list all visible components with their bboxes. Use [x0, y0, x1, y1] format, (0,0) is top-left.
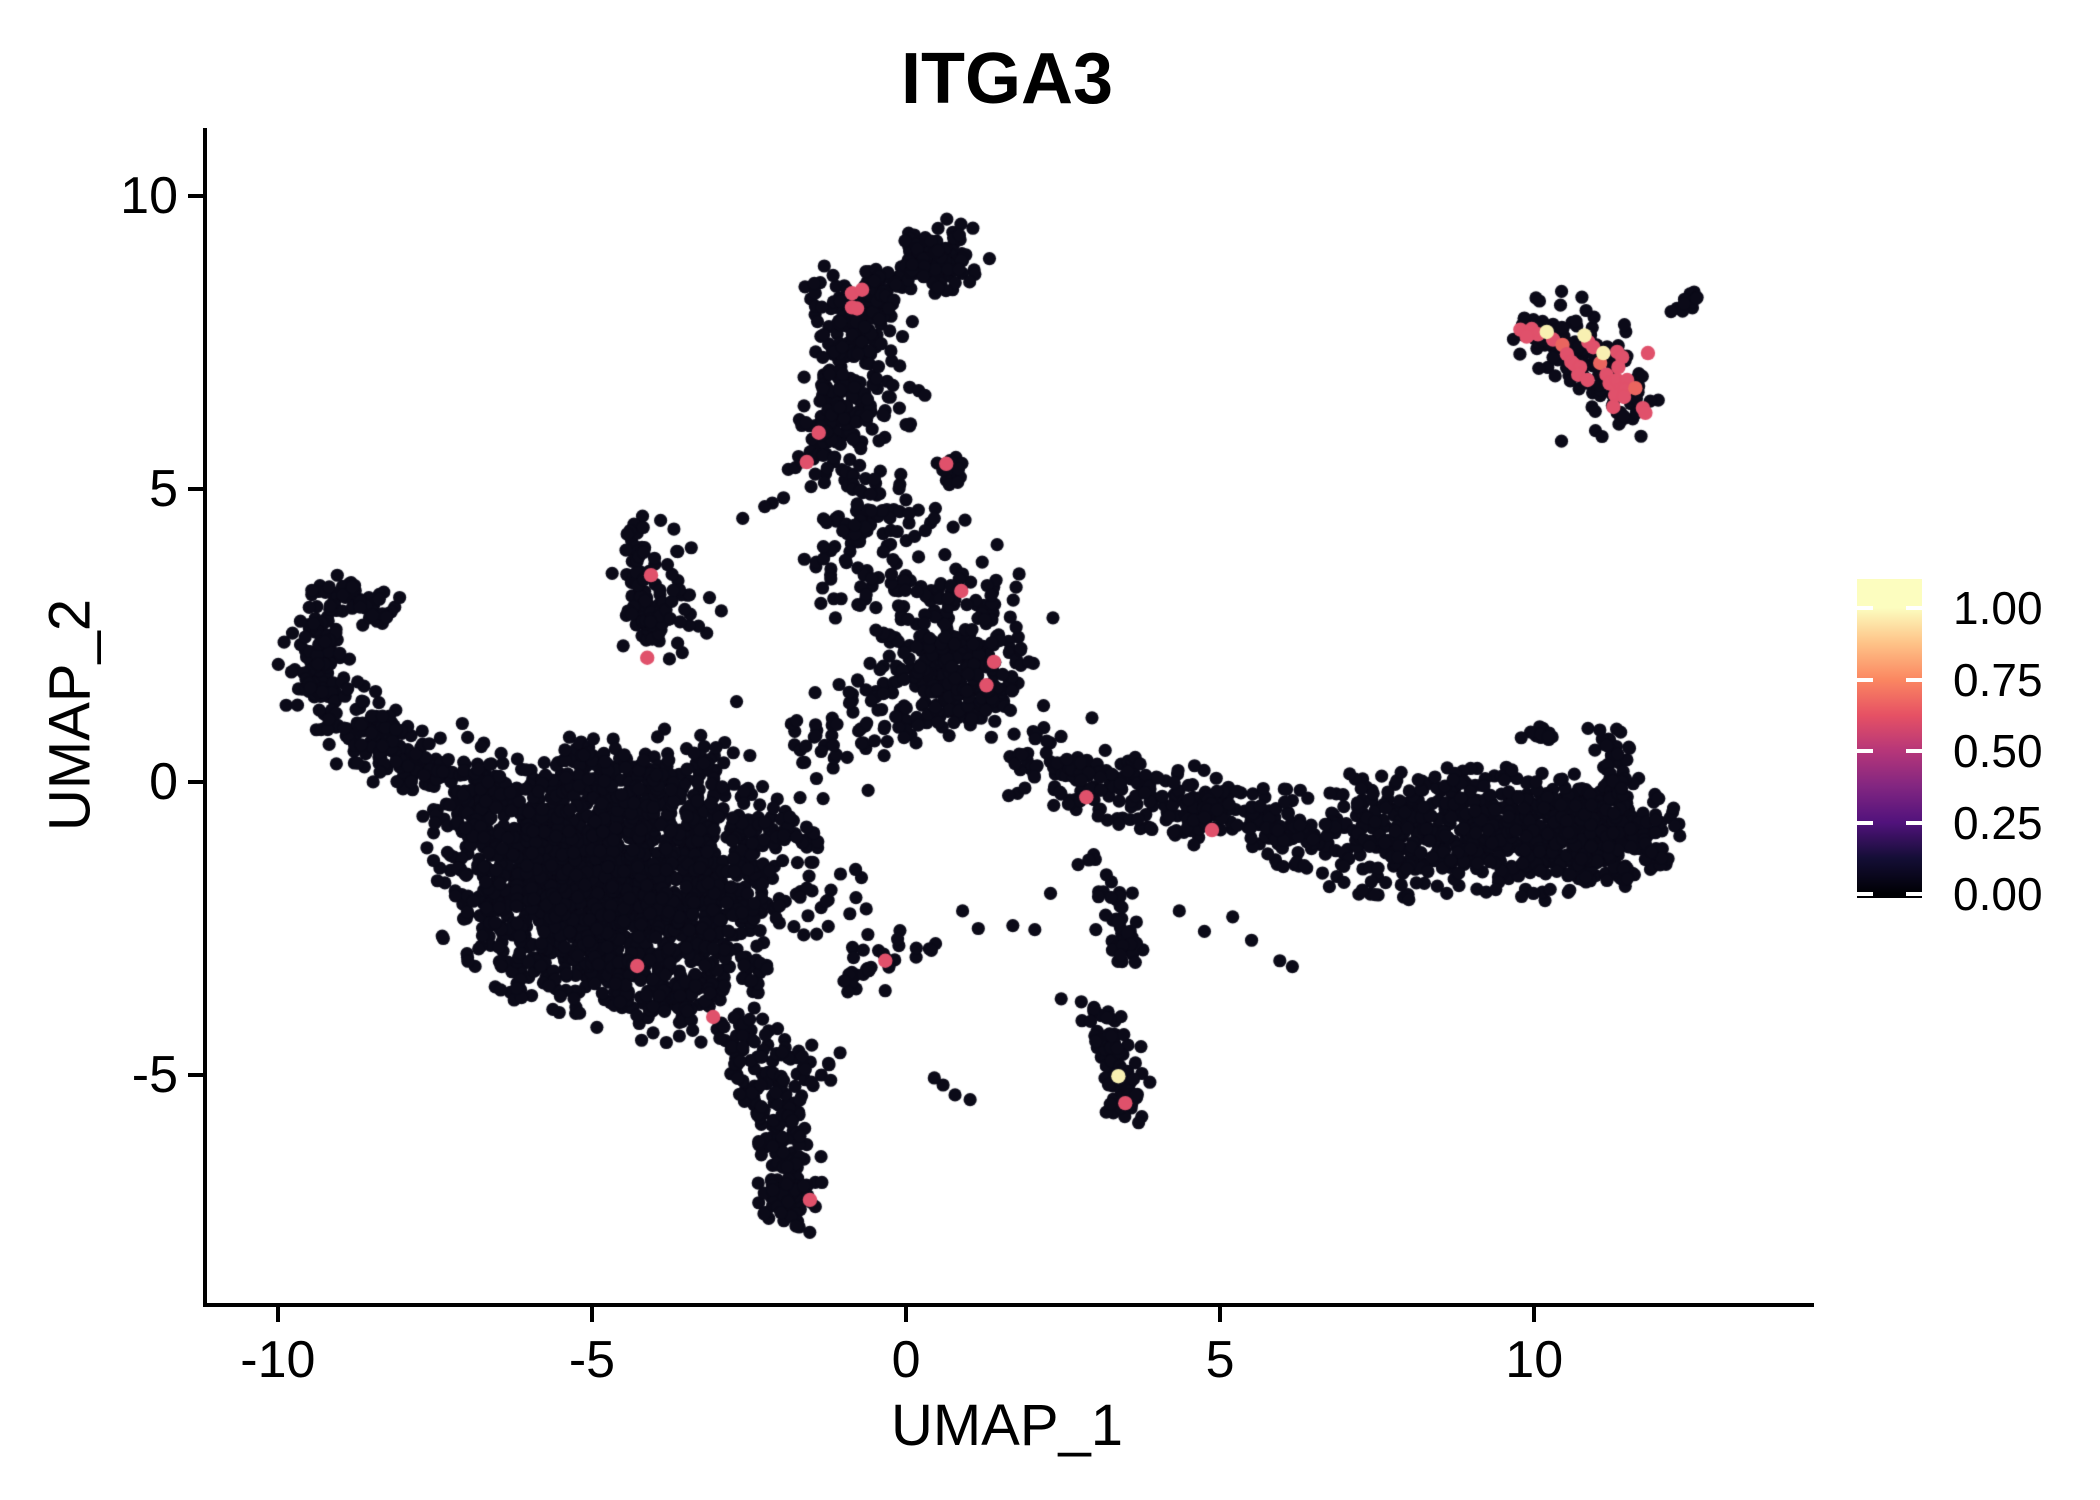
y-tick-label: 5	[149, 459, 178, 518]
colorbar-legend: 1.00 0.75 0.50 0.25 0.00	[1857, 579, 2100, 920]
y-tick-label: -5	[131, 1046, 178, 1105]
colorbar-tick-mark	[1857, 820, 1873, 825]
y-tick-mark	[188, 1073, 203, 1078]
y-tick-mark	[188, 486, 203, 491]
colorbar-tick-mark	[1906, 820, 1922, 825]
page-title: ITGA3	[900, 39, 1114, 119]
colorbar-tick-mark	[1906, 606, 1922, 610]
y-tick-mark	[188, 780, 203, 784]
x-tick-label: 10	[1505, 1331, 1564, 1389]
y-axis-title: UMAP_2	[37, 598, 103, 832]
colorbar-tick-mark	[1857, 892, 1873, 896]
x-tick-label: -5	[568, 1331, 616, 1389]
y-axis-line	[203, 128, 207, 1307]
colorbar-tick-mark	[1857, 606, 1873, 610]
x-axis-line	[203, 1303, 1814, 1307]
colorbar-tick-label: 0.75	[1953, 653, 2043, 706]
x-tick-label: 0	[891, 1331, 921, 1389]
x-tick-label: 5	[1205, 1331, 1235, 1389]
x-axis-title: UMAP_1	[890, 1393, 1124, 1458]
y-tick-label: 10	[120, 166, 178, 225]
colorbar-tick-label: 1.00	[1953, 582, 2043, 634]
x-tick-mark	[275, 1307, 280, 1322]
colorbar-tick-label: 0.50	[1953, 725, 2043, 777]
colorbar-tick-mark	[1857, 749, 1873, 753]
colorbar-tick-mark	[1906, 749, 1922, 753]
colorbar-tick-mark	[1857, 677, 1873, 682]
colorbar-tick-mark	[1906, 677, 1922, 682]
colorbar-tick-label: 0.25	[1953, 796, 2043, 849]
colorbar-gradient	[1857, 579, 1922, 898]
y-tick-mark	[188, 193, 203, 198]
x-tick-mark	[1532, 1307, 1537, 1322]
x-tick-mark	[589, 1307, 594, 1322]
x-tick-mark	[1218, 1307, 1223, 1322]
y-tick-label: 0	[149, 753, 178, 811]
x-tick-mark	[904, 1307, 909, 1322]
colorbar-tick-label: 0.00	[1953, 868, 2043, 920]
x-tick-label: -10	[240, 1331, 316, 1389]
colorbar-tick-mark	[1906, 892, 1922, 896]
